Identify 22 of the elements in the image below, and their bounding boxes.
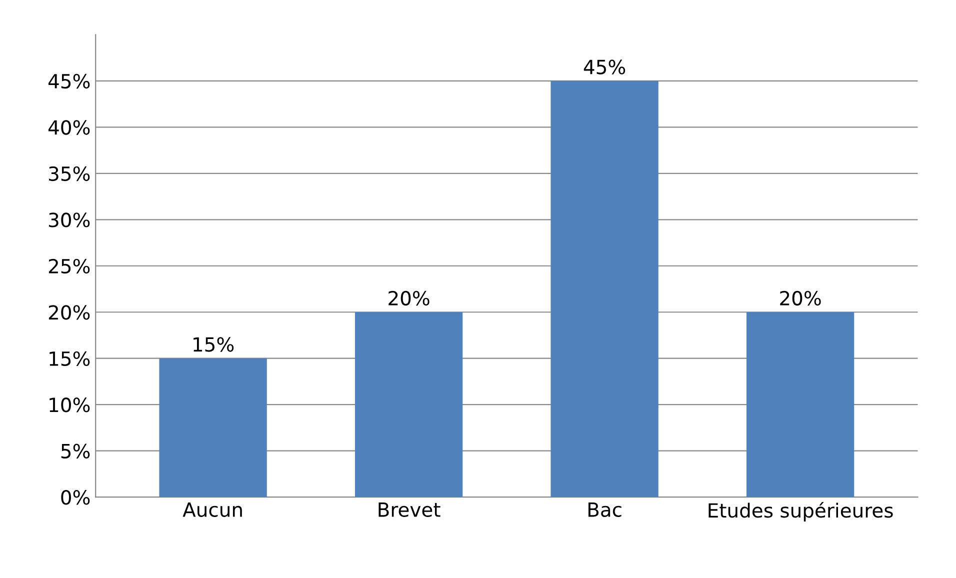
data-label: 20%: [780, 290, 821, 306]
data-label: 45%: [584, 60, 626, 74]
data-label: 15%: [194, 337, 234, 352]
y-tick-label: 25%: [48, 258, 90, 274]
bar: [550, 80, 658, 498]
x-tick-label: Brevet: [378, 502, 440, 517]
bar: [354, 312, 463, 498]
y-tick-label: 5%: [61, 444, 90, 459]
data-label: 20%: [388, 290, 430, 306]
bar: [746, 312, 854, 498]
y-tick-label: 15%: [50, 351, 90, 366]
y-tick-label: 10%: [50, 398, 90, 412]
y-tick-label: 35%: [49, 166, 90, 182]
bar: [159, 358, 267, 498]
x-tick-label: Bac: [588, 502, 622, 517]
y-tick-label: 20%: [48, 305, 90, 320]
x-tick-label: Aucun: [182, 502, 242, 517]
y-tick-label: 45%: [48, 74, 90, 89]
y-tick-label: 0%: [61, 490, 90, 505]
y-tick-label: 30%: [49, 212, 90, 228]
x-tick-label: Etudes supérieures: [708, 502, 893, 522]
y-tick-label: 40%: [48, 120, 90, 135]
